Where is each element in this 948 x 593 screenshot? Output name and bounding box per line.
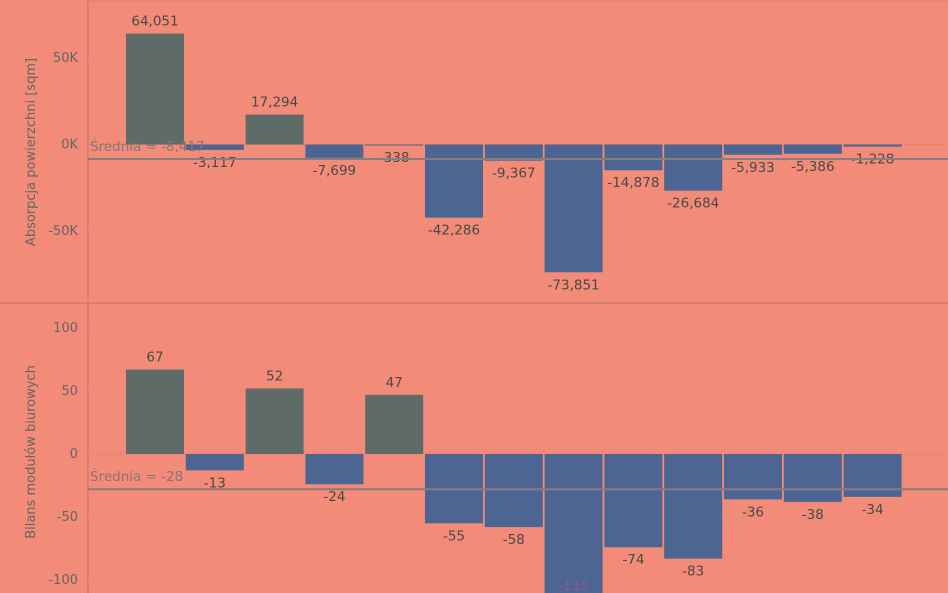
bar (365, 144, 424, 146)
data-label: -14,878 (607, 175, 659, 191)
bar (724, 144, 782, 155)
y-axis-label: Bilans modułów biurowych (24, 365, 39, 539)
y-tick-labels: 100 50 0 -50 -100 (48, 321, 78, 588)
data-label: -7,699 (313, 163, 357, 179)
data-label: -9,367 (492, 166, 536, 182)
bar (305, 454, 364, 485)
y-tick-label: -50K (48, 224, 78, 239)
bar (245, 388, 304, 454)
bars (126, 369, 902, 593)
data-labels: 67 -13 52 -24 47 -55 -58 -115 -74 -83 -36 -38 -34 (146, 350, 883, 593)
bar (724, 454, 782, 500)
bar (544, 454, 603, 593)
bar (484, 144, 543, 161)
bars (126, 33, 902, 273)
data-label: -55 (443, 528, 465, 544)
bar (664, 144, 723, 191)
y-tick-label: 100 (53, 321, 78, 336)
data-labels: 64,051-3,11717,294-7,699-338-42,286-9,36… (131, 14, 894, 294)
average-label: Średnia = -28 (90, 467, 183, 485)
data-label: -83 (682, 564, 704, 580)
data-label: -58 (503, 532, 525, 548)
bar (843, 454, 902, 497)
bar (305, 144, 364, 158)
data-label: 64,051 (131, 14, 178, 30)
bar (664, 454, 723, 559)
bar (245, 114, 304, 145)
bar (843, 144, 902, 147)
data-label: -24 (323, 489, 345, 505)
y-tick-label: 50 (61, 384, 78, 399)
bar (484, 454, 543, 528)
data-label: -5,933 (731, 160, 775, 176)
data-label: 67 (146, 350, 163, 366)
data-label: 17,294 (251, 95, 298, 111)
y-tick-label: 0 (70, 447, 78, 462)
bar (126, 33, 184, 145)
bar (425, 144, 483, 218)
y-axis-label: Absorpcja powierzchni [sqm] (24, 58, 39, 246)
bar (185, 454, 244, 471)
bar (126, 369, 184, 454)
bar (783, 144, 842, 154)
y-tick-label: -50 (57, 510, 78, 525)
y-tick-label: 0K (61, 138, 78, 153)
data-label: -115 (558, 578, 589, 593)
data-label: 47 (386, 375, 403, 391)
data-label: -5,386 (791, 159, 835, 175)
bar (604, 454, 663, 548)
data-label: -73,851 (548, 277, 600, 293)
y-tick-label: -100 (48, 573, 78, 588)
panel-office-module-balance: 100 50 0 -50 -100 67 -13 52 -24 47 -55 -58 -115 -74 -… (24, 321, 948, 593)
data-label: -36 (742, 504, 764, 520)
y-tick-labels: 50K 0K -50K (48, 51, 78, 239)
data-label: -13 (204, 475, 226, 491)
data-label: -38 (802, 507, 824, 523)
data-label: -3,117 (193, 155, 237, 171)
data-label: 52 (266, 368, 283, 384)
bar (783, 454, 842, 502)
bar (544, 144, 603, 273)
bar (365, 394, 424, 454)
average-label: Średnia = -8,417 (90, 137, 205, 155)
data-label: -26,684 (667, 196, 719, 212)
data-label: -42,286 (428, 223, 480, 239)
y-tick-label: 50K (53, 51, 79, 66)
bar (604, 144, 663, 171)
bar (185, 144, 244, 150)
data-label: -34 (862, 502, 884, 518)
data-label: -74 (622, 552, 644, 568)
